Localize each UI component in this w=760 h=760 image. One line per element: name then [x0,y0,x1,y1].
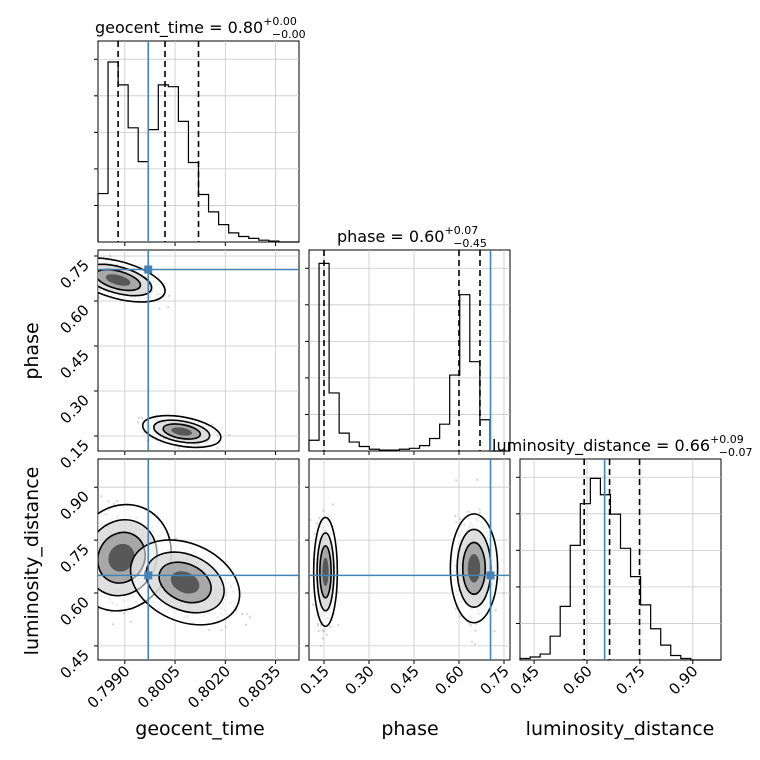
sample-point [315,522,319,525]
sample-point [123,612,126,615]
truth-marker [486,571,495,580]
sample-point [467,510,470,513]
sample-point [137,416,140,419]
x-axis-label-luminosity-distance: luminosity_distance [526,718,715,740]
sample-point [220,629,223,632]
sample-point [322,629,325,632]
sample-point [168,294,171,297]
scatter-phase-vs-geocent-time-panel [97,249,300,452]
histogram-phase-panel [305,249,511,452]
density-contour [171,427,192,436]
density-contour [322,557,329,587]
density-contour [105,274,131,286]
histogram-steps [308,262,510,452]
sample-point [224,626,227,629]
sample-point [468,622,471,625]
sample-point [244,623,248,626]
scatter-luminosity-distance-vs-phase-panel [308,458,511,661]
sample-point [141,416,144,420]
sample-point [316,624,319,627]
sample-point [502,591,505,595]
sample-point [459,615,462,618]
sample-point [318,516,321,520]
sample-point [455,479,458,482]
sample-point [329,625,332,628]
scatter-content [309,459,510,660]
x-axis-label-phase: phase [381,718,438,740]
sample-point [459,518,462,521]
y-axis-label-luminosity-distance: luminosity_distance [21,467,43,656]
sample-point [208,628,211,632]
sample-point [469,624,473,627]
sample-point [319,645,322,648]
sample-point [454,607,458,610]
sample-point [322,509,325,512]
sample-point [474,629,477,632]
sample-point [313,532,316,535]
sample-point [478,511,482,514]
sample-point [476,478,479,481]
sample-point [309,518,312,521]
sample-point [337,624,340,627]
density-contour [108,543,135,572]
scatter-content [98,459,299,660]
sample-point [175,537,178,540]
sample-point [108,254,112,257]
sample-point [498,577,501,580]
sample-point [107,500,110,503]
sample-point [100,495,103,498]
sample-point [454,515,457,518]
scatter-content [98,250,299,451]
sample-point [321,637,324,640]
sample-point [98,296,101,299]
sample-point [325,633,328,636]
hist-luminosity-distance-frame [519,458,722,661]
sample-point [116,499,119,503]
sample-point [211,423,214,426]
sample-point [129,620,132,624]
y-axis-label-phase: phase [21,322,43,379]
x-axis-label-geocent-time: geocent_time [135,718,264,740]
sample-point [112,502,116,505]
density-contour [170,571,200,594]
sample-point [322,630,325,633]
sample-point [228,433,231,437]
sample-point [241,612,244,616]
sample-point [455,520,458,524]
scatter-luminosity-distance-vs-geocent-time-panel [97,458,300,661]
sample-point [317,622,320,625]
sample-point [331,503,334,506]
sample-point [493,630,496,633]
sample-point [471,640,474,643]
title-geocent-time: geocent_time = 0.80+0.00 −0.00 [95,15,306,41]
truth-marker [144,265,153,274]
histogram-steps [519,477,721,661]
sample-point [473,643,476,646]
sample-point [494,609,497,612]
sample-point [311,603,315,606]
sample-point [158,307,161,310]
sample-point [111,623,115,626]
truth-marker [144,571,153,580]
histogram-luminosity-distance-panel [516,458,722,661]
sample-point [478,508,481,511]
title-luminosity-distance: luminosity_distance = 0.66+0.09 −0.07 [492,433,753,459]
sample-point [136,421,139,424]
sample-point [167,306,170,309]
histogram-steps [97,61,299,243]
sample-point [177,447,180,450]
density-contour [467,554,481,583]
sample-point [248,616,251,619]
hist-phase-frame [308,249,511,452]
sample-point [246,613,249,616]
sample-point [98,610,100,613]
title-phase: phase = 0.60+0.07 −0.45 [337,224,487,250]
sample-point [317,629,320,632]
sample-point [216,446,219,450]
histogram-geocent-time-panel [94,40,300,243]
